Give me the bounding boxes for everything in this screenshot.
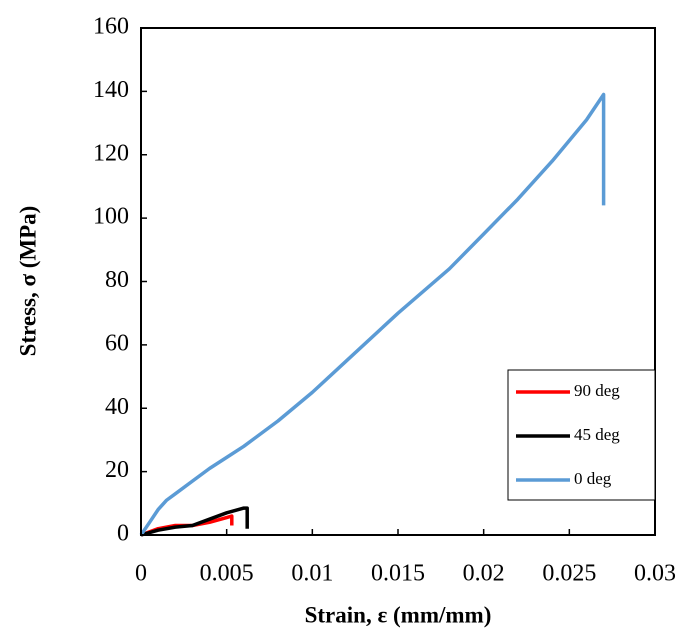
- plot-frame: [140, 27, 656, 536]
- series-line: [140, 506, 249, 537]
- y-tick-label: 20: [105, 457, 129, 483]
- y-tick-label: 0: [117, 521, 129, 547]
- x-tick-label: 0: [135, 561, 147, 587]
- y-tick-label: 60: [105, 330, 129, 356]
- x-tick-label: 0.015: [371, 561, 425, 587]
- y-tick-label: 100: [93, 204, 129, 230]
- y-tick-label: 160: [93, 14, 129, 40]
- x-axis-title: Strain, ε (mm/mm): [305, 602, 492, 627]
- x-tick-label: 0.02: [463, 561, 505, 587]
- y-tick-label: 80: [105, 267, 129, 293]
- x-tick-label: 0.025: [542, 561, 596, 587]
- x-tick-label: 0.005: [200, 561, 254, 587]
- series-line: [139, 92, 606, 536]
- legend-label: 45 deg: [574, 425, 620, 444]
- y-tick-label: 40: [105, 394, 129, 420]
- legend-label: 90 deg: [574, 381, 620, 400]
- x-tick-label: 0.01: [291, 561, 333, 587]
- y-tick-label: 140: [93, 77, 129, 103]
- y-tick-label: 120: [93, 140, 129, 166]
- x-tick-label: 0.03: [634, 561, 676, 587]
- y-axis-title: Stress, σ (MPa): [15, 206, 40, 357]
- legend-label: 0 deg: [574, 469, 612, 488]
